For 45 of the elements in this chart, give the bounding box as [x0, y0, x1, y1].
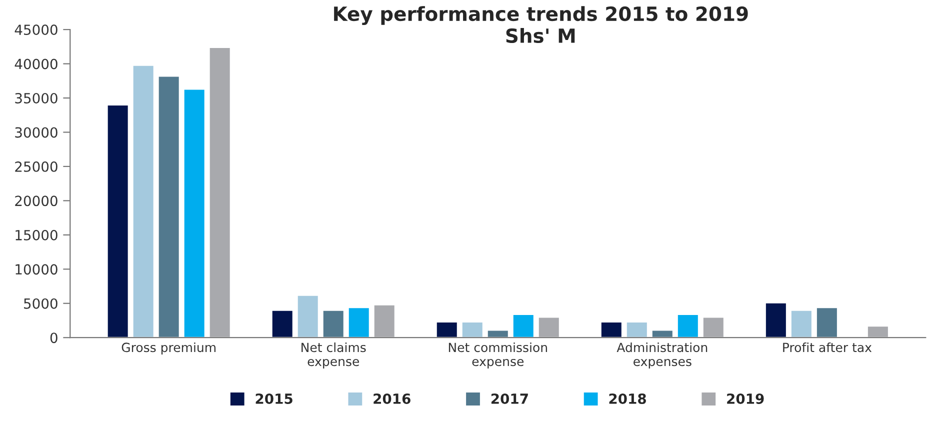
- bar: [106, 104, 130, 338]
- bar: [460, 321, 484, 338]
- bar: [538, 316, 560, 338]
- legend-label: 2019: [727, 393, 764, 404]
- bar: [347, 306, 370, 338]
- y-tick-label: 5000: [24, 298, 58, 309]
- bar: [600, 321, 623, 338]
- bar: [866, 325, 890, 338]
- y-tick-label: 10000: [16, 264, 58, 275]
- y-tick-label: 15000: [16, 230, 58, 240]
- bar: [816, 306, 838, 338]
- x-tick-label: Net claims expense: [302, 342, 366, 369]
- y-tick-label: 20000: [15, 196, 58, 206]
- y-tick-label: 25000: [15, 161, 58, 172]
- legend-label: 2015: [256, 393, 292, 404]
- bar: [486, 329, 510, 338]
- y-tick-label: 30000: [15, 127, 58, 138]
- x-tick-label: Administration expenses: [616, 342, 708, 369]
- x-tick-label: Gross premium: [122, 342, 216, 355]
- x-tick-label: Profit after tax: [783, 342, 872, 352]
- legend-label: 2017: [491, 393, 528, 404]
- bar: [512, 314, 535, 338]
- bar: [322, 310, 345, 338]
- x-tick-label: Net commission expense: [448, 342, 547, 369]
- bar: [296, 294, 320, 338]
- y-tick-label: 40000: [14, 58, 58, 70]
- bar: [702, 316, 725, 338]
- bar: [157, 75, 180, 338]
- y-tick-label: 45000: [14, 24, 58, 36]
- chart-title: Key performance trends 2015 to 2019 Shs' M: [334, 6, 748, 44]
- bar: [651, 329, 674, 338]
- bar: [182, 88, 206, 338]
- bar: [435, 321, 458, 338]
- bar: [132, 64, 155, 338]
- legend-label: 2018: [609, 393, 646, 404]
- bar: [676, 314, 700, 338]
- bar: [626, 321, 648, 338]
- bar: [270, 310, 294, 338]
- y-tick-label: 0: [50, 332, 58, 344]
- bar: [764, 302, 788, 338]
- legend-label: 2016: [374, 393, 410, 404]
- bar: [372, 304, 396, 338]
- y-tick-label: 35000: [15, 92, 58, 104]
- bar: [790, 310, 813, 338]
- bar: [208, 46, 232, 338]
